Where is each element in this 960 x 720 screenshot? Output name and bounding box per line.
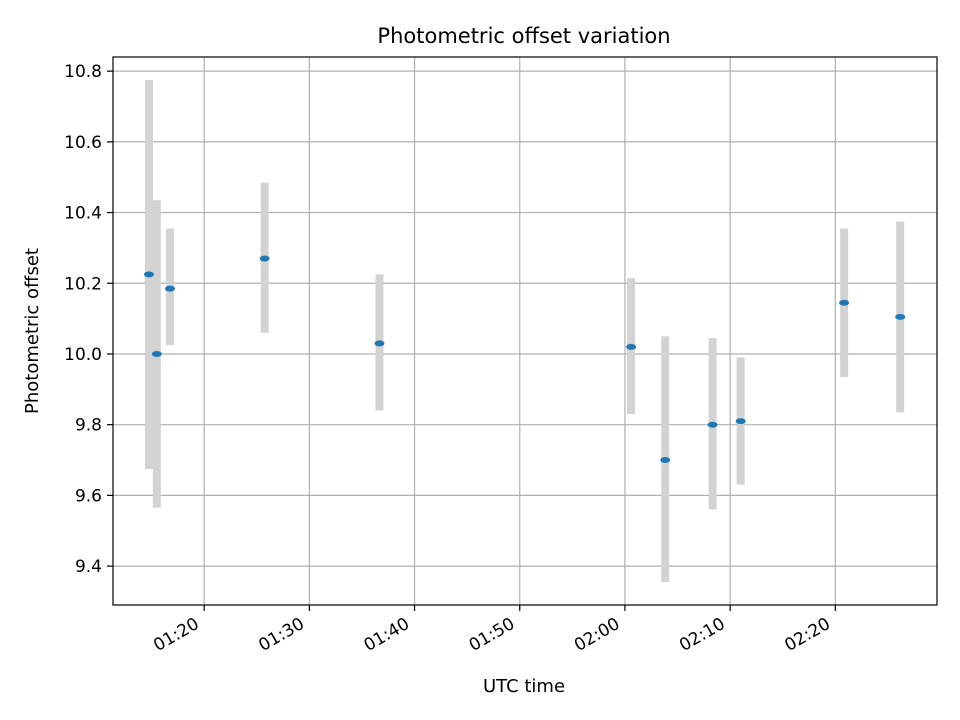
y-tick-label: 10.0	[64, 345, 102, 365]
data-point	[164, 285, 175, 292]
plot-frame	[112, 56, 938, 606]
data-point	[660, 457, 671, 464]
data-point	[374, 340, 385, 347]
data-point	[259, 255, 270, 262]
data-point	[707, 421, 718, 428]
y-tick-label: 10.6	[64, 133, 102, 153]
data-point	[143, 271, 154, 278]
y-tick-label: 10.2	[64, 274, 102, 294]
data-points	[143, 255, 906, 464]
y-axis-title: Photometric offset	[22, 248, 43, 414]
y-axis-ticks: 9.4 9.6 9.8 10.0 10.2 10.4 10.6 10.8	[64, 62, 113, 577]
y-tick-label: 9.4	[75, 557, 102, 577]
y-tick-label: 10.4	[64, 204, 102, 224]
y-tick-label: 9.6	[75, 486, 102, 506]
data-point	[626, 343, 637, 350]
data-point	[151, 350, 162, 357]
data-point	[895, 313, 906, 320]
chart-title: Photometric offset variation	[377, 24, 670, 48]
grid-lines	[113, 57, 937, 605]
data-point	[735, 418, 746, 425]
data-point	[839, 299, 850, 306]
y-tick-label: 9.8	[75, 416, 102, 436]
y-tick-label: 10.8	[64, 62, 102, 82]
x-axis-title: UTC time	[483, 676, 565, 697]
